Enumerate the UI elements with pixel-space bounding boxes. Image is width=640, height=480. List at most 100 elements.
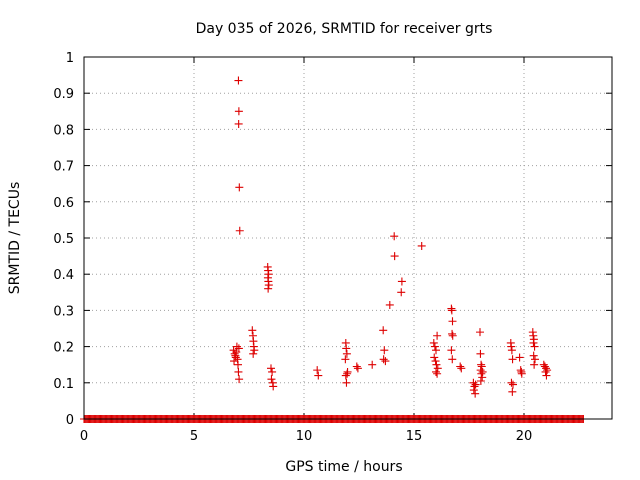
data-point: [264, 284, 273, 293]
y-tick-label: 0.1: [53, 377, 74, 392]
data-point: [417, 241, 426, 250]
data-point: [233, 355, 242, 364]
data-point: [379, 326, 388, 335]
y-tick-label: 0.8: [53, 123, 74, 138]
y-tick-label: 0.7: [53, 160, 74, 175]
data-point: [234, 107, 243, 116]
data-point: [232, 342, 241, 351]
data-point: [230, 349, 239, 358]
data-point: [469, 386, 478, 395]
data-point: [264, 281, 273, 290]
data-point: [385, 300, 394, 309]
data-point: [542, 371, 551, 380]
data-point: [235, 375, 244, 384]
data-point: [313, 366, 322, 375]
data-point: [269, 382, 278, 391]
data-point: [353, 364, 362, 373]
data-point: [448, 329, 457, 338]
y-tick-label: 0.3: [53, 304, 74, 319]
data-point: [267, 375, 276, 384]
data-point: [429, 338, 438, 347]
data-point: [381, 357, 390, 366]
data-point: [507, 346, 516, 355]
chart-title: Day 035 of 2026, SRMTID for receiver grt…: [196, 21, 493, 37]
plot-frame: [83, 56, 613, 420]
data-point: [447, 346, 456, 355]
data-point: [343, 369, 352, 378]
x-tick-label: 10: [296, 429, 313, 444]
x-tick-label: 0: [80, 429, 88, 444]
data-point: [478, 367, 487, 376]
data-point: [447, 306, 456, 315]
data-point: [448, 331, 457, 340]
data-point: [390, 232, 399, 241]
data-point: [342, 378, 351, 387]
data-point: [516, 366, 525, 375]
data-point: [341, 371, 350, 380]
data-point: [432, 346, 440, 355]
data-point: [379, 355, 388, 364]
y-tick-label: 0: [66, 413, 74, 428]
data-point: [234, 367, 243, 376]
data-point: [515, 353, 524, 362]
data-point: [368, 360, 377, 369]
y-tick-label: 1: [66, 51, 74, 66]
data-point: [476, 349, 485, 358]
data-point: [471, 380, 480, 389]
data-point: [314, 371, 323, 380]
data-point: [380, 346, 389, 355]
x-axis-label: GPS time / hours: [285, 459, 402, 475]
data-point: [433, 331, 442, 340]
data-point: [517, 369, 526, 378]
data-point: [530, 360, 539, 369]
data-point: [230, 357, 239, 366]
y-axis-label: SRMTID / TECUs: [7, 182, 23, 295]
data-point: [529, 351, 538, 360]
data-point: [476, 376, 485, 385]
data-point: [541, 367, 550, 376]
data-point: [235, 226, 244, 235]
data-point: [531, 355, 539, 364]
data-point: [476, 366, 485, 375]
data-point: [456, 362, 465, 371]
data-point: [249, 349, 258, 358]
data-point: [342, 349, 351, 358]
data-point: [477, 369, 486, 378]
data-point: [529, 338, 538, 347]
data-point: [234, 76, 243, 85]
data-point: [431, 357, 440, 366]
grid-layer: [84, 57, 612, 419]
data-point: [448, 355, 457, 364]
data-point: [529, 331, 538, 340]
data-point: [457, 364, 466, 373]
x-tick-label: 15: [406, 429, 423, 444]
data-point: [432, 367, 440, 376]
data-point: [471, 389, 480, 398]
data-point: [508, 355, 517, 364]
data-point: [234, 344, 243, 353]
data-point: [267, 364, 275, 373]
data-point: [433, 364, 442, 373]
data-point: [352, 362, 361, 371]
y-tick-label: 0.6: [53, 196, 74, 211]
data-point: [509, 380, 517, 389]
data-point: [530, 342, 539, 351]
data-point: [248, 326, 257, 335]
data-point: [341, 355, 350, 364]
data-point: [430, 342, 439, 351]
data-point: [390, 252, 399, 261]
data-point: [397, 288, 406, 297]
data-point: [507, 342, 516, 351]
data-point: [250, 346, 259, 355]
data-point: [235, 183, 244, 192]
data-point: [448, 317, 457, 326]
data-point: [264, 270, 273, 279]
data-point: [477, 362, 486, 371]
y-tick-label: 0.2: [53, 341, 74, 356]
data-point: [430, 353, 439, 362]
data-point: [397, 277, 406, 286]
x-tick-label: 5: [190, 429, 198, 444]
x-tick-label: 20: [516, 429, 533, 444]
data-point: [507, 378, 516, 387]
